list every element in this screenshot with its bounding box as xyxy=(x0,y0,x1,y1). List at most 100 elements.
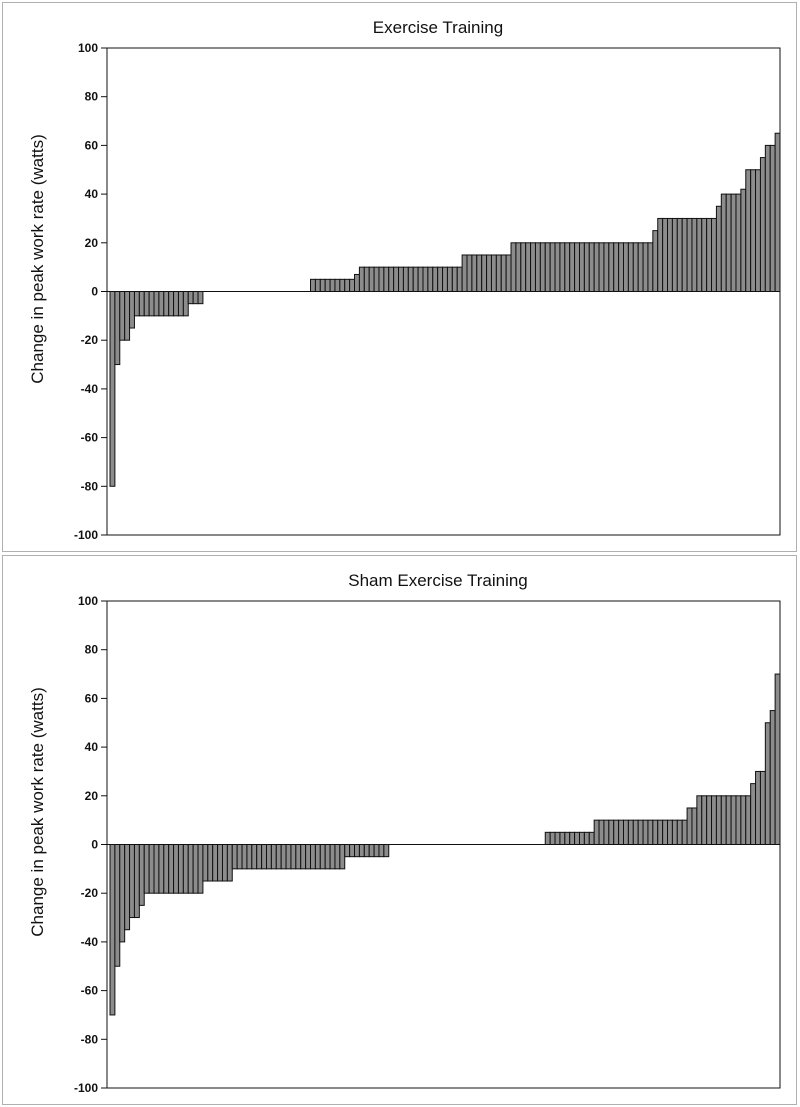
bar xyxy=(251,844,258,870)
bar xyxy=(505,254,512,293)
bar xyxy=(715,205,722,292)
bar xyxy=(720,795,727,846)
bar xyxy=(657,217,664,292)
bar xyxy=(129,844,135,919)
bar xyxy=(256,844,263,870)
bar xyxy=(759,157,766,292)
bar xyxy=(583,242,590,293)
bar xyxy=(451,266,458,292)
bar xyxy=(637,819,644,845)
bar xyxy=(285,844,292,870)
bar xyxy=(226,844,233,882)
bar xyxy=(725,795,732,846)
y-axis-label: Change in peak work rate (watts) xyxy=(28,687,47,936)
bar xyxy=(373,266,380,292)
bar xyxy=(623,819,629,845)
bar xyxy=(319,844,326,870)
bar xyxy=(363,266,370,292)
bar xyxy=(334,844,341,870)
bar xyxy=(564,831,571,846)
bar xyxy=(182,844,189,894)
y-tick-label: 80 xyxy=(85,90,99,104)
bar xyxy=(295,844,302,870)
bar xyxy=(197,291,204,305)
bar xyxy=(143,291,150,317)
bar xyxy=(642,242,649,293)
y-tick-label: 20 xyxy=(85,236,99,250)
bar xyxy=(124,844,131,931)
bar xyxy=(153,844,160,894)
bar xyxy=(627,819,634,845)
bar xyxy=(569,242,576,293)
bar xyxy=(525,242,532,293)
bar xyxy=(398,266,404,292)
bar xyxy=(177,291,184,317)
y-tick-label: -40 xyxy=(81,382,99,396)
bar xyxy=(593,819,600,845)
bar xyxy=(187,844,194,894)
bar xyxy=(310,278,316,293)
bar xyxy=(192,291,199,305)
bar xyxy=(530,242,536,293)
bar xyxy=(383,266,390,292)
bar xyxy=(696,795,703,846)
bar xyxy=(182,291,189,317)
bar xyxy=(138,844,145,906)
bar xyxy=(755,770,761,845)
bar xyxy=(412,266,419,292)
bar xyxy=(221,844,228,882)
bar xyxy=(192,844,199,894)
bar xyxy=(402,266,409,292)
bar xyxy=(363,844,370,858)
bar xyxy=(461,254,468,293)
bar xyxy=(432,266,439,292)
bar xyxy=(564,242,571,293)
bar xyxy=(623,242,629,293)
bar xyxy=(647,819,654,845)
bar xyxy=(681,819,688,845)
bar xyxy=(520,242,527,293)
y-tick-label: 80 xyxy=(85,643,99,657)
bar xyxy=(691,807,698,846)
bar xyxy=(329,278,336,293)
bar xyxy=(119,291,126,341)
bar xyxy=(246,844,253,870)
bar xyxy=(676,217,683,292)
bar xyxy=(446,266,453,292)
y-tick-label: 0 xyxy=(91,838,98,852)
bar xyxy=(388,266,395,292)
bar xyxy=(486,254,492,293)
bar xyxy=(578,831,585,846)
bar xyxy=(691,217,698,292)
bar xyxy=(701,795,708,846)
bar xyxy=(613,819,620,845)
bar xyxy=(750,783,757,845)
bar xyxy=(275,844,282,870)
bar xyxy=(236,844,243,870)
bar xyxy=(168,844,175,894)
bar xyxy=(368,266,375,292)
bar xyxy=(711,217,717,292)
bar xyxy=(339,844,346,870)
bar xyxy=(148,291,155,317)
bar xyxy=(231,844,238,870)
y-axis-ticks: 100 80 60 40 20 0 -20 -40 -60 -80 -100 xyxy=(74,594,107,1095)
bar xyxy=(368,844,375,858)
bar xyxy=(559,831,566,846)
bar xyxy=(500,254,507,293)
bar xyxy=(349,844,356,858)
bar xyxy=(618,819,625,845)
sham-exercise-training-panel: Sham Exercise Training Change in peak wo… xyxy=(2,555,797,1105)
bar xyxy=(319,278,326,293)
bar xyxy=(261,844,267,870)
y-axis-label: Change in peak work rate (watts) xyxy=(28,134,47,383)
bar xyxy=(314,278,321,293)
bar xyxy=(667,819,673,845)
bar xyxy=(574,242,580,293)
bar xyxy=(202,844,209,882)
bar xyxy=(270,844,277,870)
bar xyxy=(608,242,615,293)
y-tick-label: -100 xyxy=(74,528,98,542)
bar xyxy=(334,278,341,293)
bar xyxy=(603,242,610,293)
